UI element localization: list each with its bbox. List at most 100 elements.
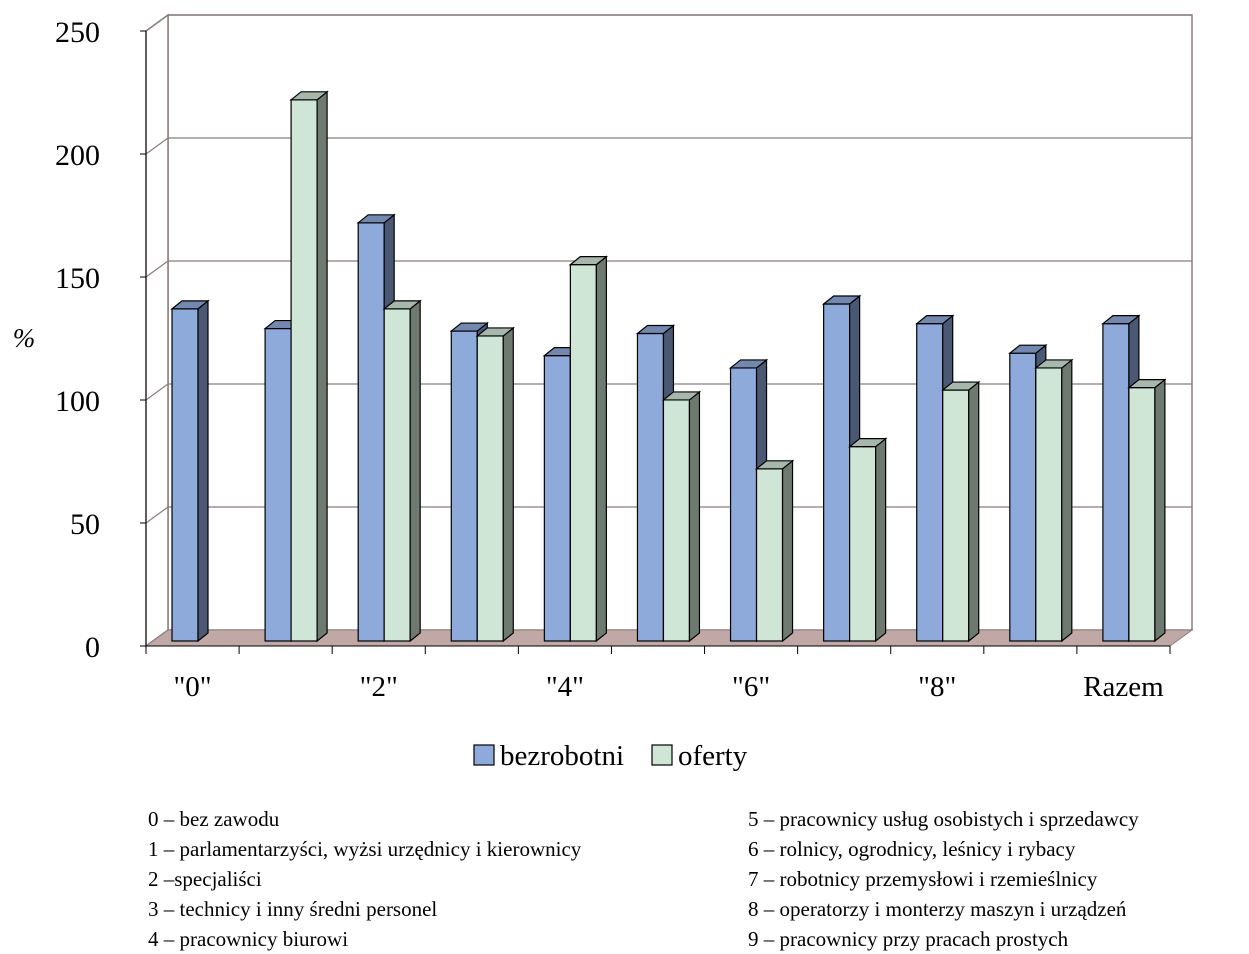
- bar-top: [1101, 315, 1141, 325]
- y-tick-label: 100: [55, 385, 100, 418]
- oferty-bar: [568, 255, 609, 643]
- bar-front: [942, 389, 970, 642]
- bar-front: [543, 355, 571, 642]
- x-tick-labels: "0" "2" "4" "6" "8" Razem: [173, 671, 1164, 703]
- oferty-bar: [847, 437, 888, 643]
- bar-side: [1061, 358, 1073, 643]
- gridline-side: [145, 506, 169, 524]
- bar-front: [290, 99, 318, 642]
- bar-front: [662, 399, 691, 642]
- bar-top: [568, 256, 609, 266]
- bar-top: [728, 359, 769, 369]
- bar-front: [1009, 352, 1037, 642]
- bar-front: [636, 332, 665, 642]
- gridline-side: [145, 137, 169, 155]
- x-tick-label: "8": [918, 671, 956, 703]
- y-tick-label: 0: [85, 631, 100, 664]
- bar-front: [171, 308, 199, 642]
- y-tick-label: 250: [55, 16, 100, 49]
- oferty-bar: [661, 390, 702, 643]
- y-tick-label: 200: [55, 139, 100, 172]
- bar-front: [569, 264, 597, 642]
- bar-front: [849, 446, 877, 642]
- notes-left: 0 – bez zawodu 1 – parlamentarzyści, wyż…: [148, 804, 581, 954]
- bar-top: [475, 327, 515, 337]
- bar-top: [847, 438, 888, 448]
- notes-right: 5 – pracownicy usług osobistych i sprzed…: [748, 804, 1139, 954]
- bar-top: [915, 315, 955, 325]
- legend: bezrobotni oferty: [473, 740, 748, 772]
- note-line: 9 – pracownicy przy pracach prostych: [748, 927, 1069, 951]
- bar-side: [595, 255, 607, 643]
- bar-top: [170, 300, 210, 310]
- bar-top: [1127, 379, 1167, 389]
- bar-front: [916, 323, 944, 642]
- bar-top: [449, 322, 489, 332]
- bar-top: [356, 214, 396, 224]
- bar-side: [688, 390, 701, 643]
- bar-front: [1035, 367, 1063, 642]
- bar-side: [781, 459, 794, 643]
- gridline-side: [145, 383, 169, 401]
- oferty-bar: [754, 459, 795, 643]
- bar-top: [754, 460, 795, 470]
- oferty-bar: [941, 380, 981, 643]
- bar-side: [968, 380, 980, 643]
- legend-label: oferty: [678, 740, 748, 772]
- bar-side: [875, 437, 887, 643]
- gridline-side: [145, 14, 169, 32]
- bar-front: [450, 330, 478, 642]
- x-tick-label: "6": [732, 671, 770, 703]
- bar-front: [1102, 323, 1130, 642]
- note-line: 1 – parlamentarzyści, wyżsi urzędnicy i …: [148, 837, 582, 861]
- x-tick-label: Razem: [1083, 671, 1164, 703]
- note-line: 3 – technicy i inny średni personel: [148, 897, 438, 921]
- gridline-side: [145, 260, 169, 278]
- side-wall: [145, 13, 169, 648]
- legend-swatch: [651, 744, 673, 766]
- bar-side: [409, 299, 421, 643]
- oferty-bar: [1127, 378, 1167, 643]
- bar-top: [1008, 344, 1048, 354]
- note-line: 2 –specjaliści: [148, 867, 262, 891]
- bar-front: [476, 335, 504, 642]
- bar-side: [502, 326, 514, 643]
- bar-front: [823, 303, 851, 642]
- oferty-bar: [289, 90, 329, 643]
- oferty-bar: [475, 326, 515, 643]
- bar-front: [729, 367, 758, 642]
- bar-top: [635, 324, 676, 335]
- oferty-bar: [382, 299, 422, 643]
- bar-side: [1154, 378, 1166, 643]
- oferty-bar: [1034, 358, 1074, 643]
- bar-front: [264, 327, 292, 642]
- bar-front: [383, 308, 411, 642]
- note-line: 7 – robotnicy przemysłowi i rzemieślnicy: [748, 867, 1098, 891]
- y-tick-label: 150: [55, 262, 100, 295]
- bar-top: [1034, 359, 1074, 369]
- note-line: 6 – rolnicy, ogrodnicy, leśnicy i rybacy: [748, 837, 1076, 861]
- bar-front: [357, 222, 385, 642]
- bar-top: [661, 391, 702, 401]
- bar-side: [197, 299, 209, 643]
- x-tick-label: "2": [360, 671, 398, 703]
- x-tick-label: "4": [546, 671, 584, 703]
- y-axis-label: %: [13, 323, 36, 353]
- bar-top: [821, 295, 862, 305]
- bar-front: [1128, 387, 1156, 642]
- bezrobotni-bar: [170, 299, 210, 643]
- note-line: 8 – operatorzy i monterzy maszyn i urząd…: [748, 897, 1127, 921]
- bar-top: [941, 381, 981, 391]
- bars: [170, 90, 1167, 643]
- y-tick-labels: 0 50 100 150 200 250: [55, 16, 100, 664]
- bar-top: [289, 91, 329, 101]
- bar-front: [755, 468, 784, 642]
- bar-side: [316, 90, 328, 643]
- legend-swatch: [473, 744, 495, 766]
- y-tick-label: 50: [70, 508, 100, 541]
- note-line: 4 – pracownicy biurowi: [148, 927, 349, 951]
- legend-label: bezrobotni: [500, 740, 624, 772]
- x-tick-label: "0": [173, 671, 211, 703]
- bar-top: [382, 300, 422, 310]
